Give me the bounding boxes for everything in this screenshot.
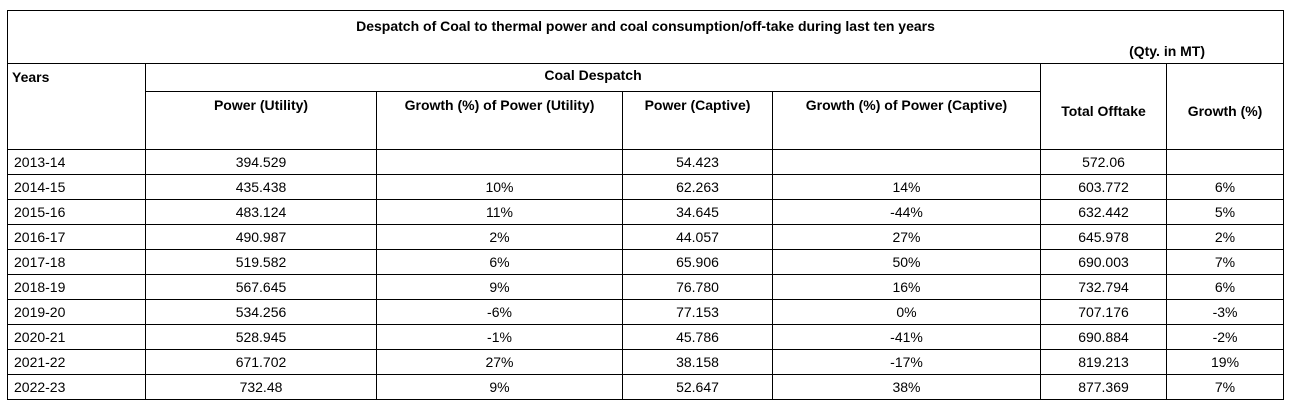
year-cell: 2019-20: [7, 299, 146, 325]
power-captive-cell: 44.057: [622, 224, 773, 250]
power-utility-cell: 394.529: [145, 149, 377, 175]
table-row: 2019-20 534.256 -6% 77.153 0% 707.176 -3%: [7, 299, 1285, 325]
growth-utility-cell: 6%: [376, 249, 623, 275]
total-offtake-cell: 690.003: [1040, 249, 1167, 275]
growth-captive-cell: 27%: [772, 224, 1041, 250]
growth-captive-cell: 50%: [772, 249, 1041, 275]
growth-cell: 5%: [1165, 199, 1285, 225]
growth-cell: 6%: [1165, 274, 1285, 300]
data-sheet: Despatch of Coal to thermal power and co…: [6, 10, 1285, 400]
table-row: 2021-22 671.702 27% 38.158 -17% 819.213 19%: [7, 349, 1285, 375]
power-captive-cell: 34.645: [622, 199, 773, 225]
growth-cell: 6%: [1165, 174, 1285, 200]
power-captive-cell: 62.263: [622, 174, 773, 200]
growth-cell: 7%: [1165, 374, 1285, 400]
year-cell: 2017-18: [7, 249, 146, 275]
year-cell: 2014-15: [7, 174, 146, 200]
power-utility-cell: 528.945: [145, 324, 377, 350]
year-cell: 2013-14: [7, 149, 146, 175]
power-utility-cell: 671.702: [145, 349, 377, 375]
title-cell: Despatch of Coal to thermal power and co…: [6, 10, 1285, 64]
growth-captive-cell: -44%: [772, 199, 1041, 225]
years-header: Years: [7, 63, 146, 150]
power-utility-cell: 483.124: [145, 199, 377, 225]
table-row: 2015-16 483.124 11% 34.645 -44% 632.442 5%: [7, 199, 1285, 225]
growth-cell: 7%: [1165, 249, 1285, 275]
growth-captive-cell: 14%: [772, 174, 1041, 200]
growth-cell: -2%: [1165, 324, 1285, 350]
total-offtake-header: Total Offtake: [1040, 63, 1167, 150]
total-offtake-cell: 707.176: [1040, 299, 1167, 325]
growth-utility-cell: [376, 149, 623, 175]
total-offtake-cell: 645.978: [1040, 224, 1167, 250]
power-utility-cell: 567.645: [145, 274, 377, 300]
growth-utility-cell: 2%: [376, 224, 623, 250]
growth-captive-cell: 38%: [772, 374, 1041, 400]
year-cell: 2018-19: [7, 274, 146, 300]
year-cell: 2022-23: [7, 374, 146, 400]
total-offtake-cell: 819.213: [1040, 349, 1167, 375]
table-row: 2014-15 435.438 10% 62.263 14% 603.772 6%: [7, 174, 1285, 200]
table-row: 2018-19 567.645 9% 76.780 16% 732.794 6%: [7, 274, 1285, 300]
power-utility-cell: 435.438: [145, 174, 377, 200]
total-offtake-cell: 632.442: [1040, 199, 1167, 225]
growth-utility-header: Growth (%) of Power (Utility): [376, 91, 623, 150]
growth-utility-cell: -6%: [376, 299, 623, 325]
power-utility-cell: 519.582: [145, 249, 377, 275]
power-captive-cell: 65.906: [622, 249, 773, 275]
growth-cell: 2%: [1165, 224, 1285, 250]
power-captive-cell: 76.780: [622, 274, 773, 300]
growth-captive-cell: 16%: [772, 274, 1041, 300]
units-label: (Qty. in MT): [1129, 43, 1206, 59]
growth-utility-cell: 10%: [376, 174, 623, 200]
table-row: 2013-14 394.529 54.423 572.06: [7, 149, 1285, 175]
growth-captive-cell: [772, 149, 1041, 175]
power-utility-cell: 534.256: [145, 299, 377, 325]
year-cell: 2020-21: [7, 324, 146, 350]
power-captive-cell: 38.158: [622, 349, 773, 375]
table-row: 2020-21 528.945 -1% 45.786 -41% 690.884 -2%: [7, 324, 1285, 350]
power-utility-cell: 732.48: [145, 374, 377, 400]
table-row: 2022-23 732.48 9% 52.647 38% 877.369 7%: [7, 374, 1285, 400]
growth-utility-cell: 11%: [376, 199, 623, 225]
power-utility-cell: 490.987: [145, 224, 377, 250]
power-captive-cell: 54.423: [622, 149, 773, 175]
total-offtake-cell: 603.772: [1040, 174, 1167, 200]
year-cell: 2021-22: [7, 349, 146, 375]
coal-despatch-header: Coal Despatch: [145, 63, 1041, 92]
total-offtake-cell: 572.06: [1040, 149, 1167, 175]
year-cell: 2016-17: [7, 224, 146, 250]
growth-utility-cell: 9%: [376, 374, 623, 400]
growth-captive-header: Growth (%) of Power (Captive): [772, 91, 1041, 150]
power-captive-cell: 45.786: [622, 324, 773, 350]
growth-header: Growth (%): [1165, 63, 1285, 150]
growth-cell: -3%: [1165, 299, 1285, 325]
growth-utility-cell: 9%: [376, 274, 623, 300]
growth-captive-cell: -41%: [772, 324, 1041, 350]
growth-captive-cell: -17%: [772, 349, 1041, 375]
table-row: 2017-18 519.582 6% 65.906 50% 690.003 7%: [7, 249, 1285, 275]
growth-cell: [1165, 149, 1285, 175]
power-captive-cell: 52.647: [622, 374, 773, 400]
growth-utility-cell: -1%: [376, 324, 623, 350]
power-captive-cell: 77.153: [622, 299, 773, 325]
total-offtake-cell: 690.884: [1040, 324, 1167, 350]
growth-captive-cell: 0%: [772, 299, 1041, 325]
year-cell: 2015-16: [7, 199, 146, 225]
total-offtake-cell: 877.369: [1040, 374, 1167, 400]
growth-cell: 19%: [1165, 349, 1285, 375]
growth-utility-cell: 27%: [376, 349, 623, 375]
table-title: Despatch of Coal to thermal power and co…: [356, 18, 935, 34]
table-row: 2016-17 490.987 2% 44.057 27% 645.978 2%: [7, 224, 1285, 250]
power-captive-header: Power (Captive): [622, 91, 773, 150]
total-offtake-cell: 732.794: [1040, 274, 1167, 300]
power-utility-header: Power (Utility): [145, 91, 377, 150]
coal-despatch-table: Despatch of Coal to thermal power and co…: [6, 10, 1285, 400]
